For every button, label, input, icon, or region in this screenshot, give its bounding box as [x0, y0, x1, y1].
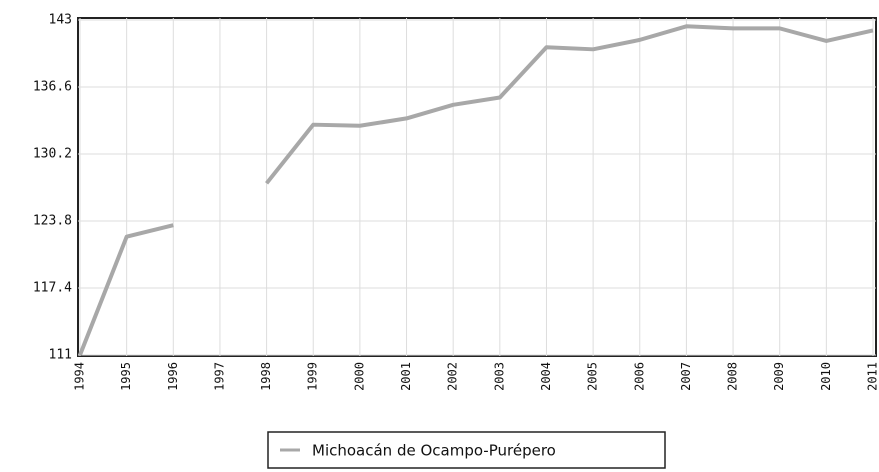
series-line: [265, 24, 874, 185]
x-tick-label: 2004: [539, 362, 553, 391]
plot-area: [77, 17, 877, 357]
y-tick-label: 123.8: [33, 214, 72, 229]
y-tick-label: 143: [49, 13, 72, 28]
x-tick-label: 2006: [632, 362, 646, 391]
x-tick-label: 1994: [73, 362, 87, 391]
x-tick-label: 2008: [726, 362, 740, 391]
x-tick-label: 1997: [212, 362, 226, 391]
x-tick-label: 2011: [866, 362, 879, 391]
y-tick-label: 130.2: [33, 147, 72, 162]
series-line: [78, 223, 174, 356]
x-tick-label: 2003: [492, 362, 506, 391]
x-tick-label: 1996: [166, 362, 180, 391]
legend-label: Michoacán de Ocampo-Purépero: [312, 442, 556, 460]
x-tick-label: 1998: [259, 362, 273, 391]
x-tick-label: 2007: [679, 362, 693, 391]
x-tick-label: 2009: [772, 362, 786, 391]
x-tick-label: 1999: [306, 362, 320, 391]
y-tick-label: 117.4: [33, 281, 72, 296]
x-tick-label: 2010: [819, 362, 833, 391]
x-tick-label: 2005: [586, 362, 600, 391]
x-tick-label: 1995: [119, 362, 133, 391]
x-tick-label: 2000: [352, 362, 366, 391]
y-tick-label: 111: [49, 348, 72, 363]
x-tick-label: 2002: [446, 362, 460, 391]
y-tick-label: 136.6: [33, 80, 72, 95]
legend-box: [267, 431, 666, 469]
x-tick-label: 2001: [399, 362, 413, 391]
